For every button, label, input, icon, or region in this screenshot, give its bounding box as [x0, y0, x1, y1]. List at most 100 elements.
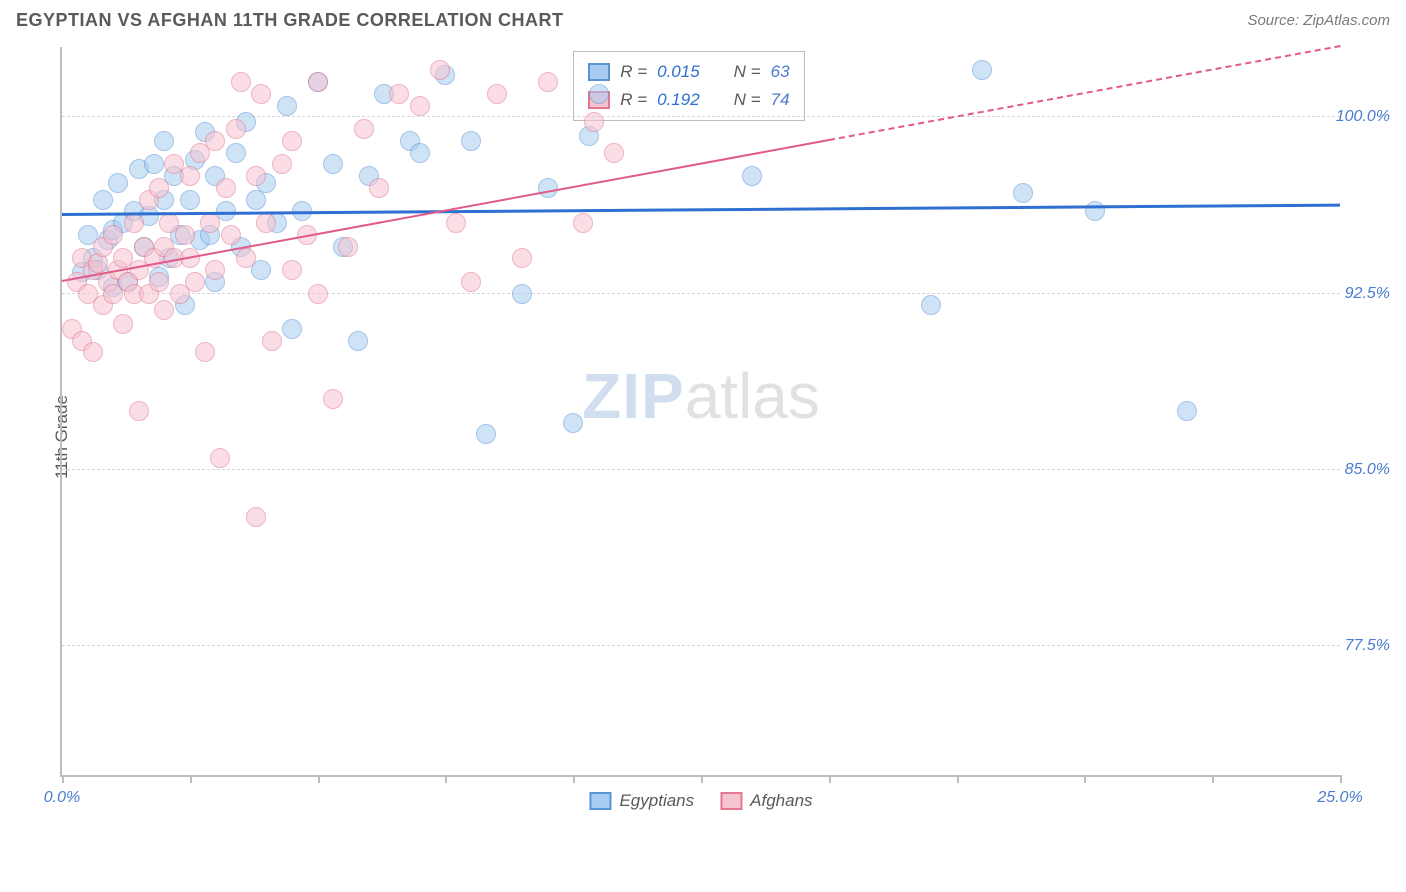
- data-point: [256, 213, 276, 233]
- y-tick-label: 92.5%: [1345, 285, 1390, 303]
- y-gridline: [62, 469, 1340, 470]
- data-point: [149, 178, 169, 198]
- data-point: [103, 225, 123, 245]
- x-tick: [829, 775, 831, 783]
- chart-header: EGYPTIAN VS AFGHAN 11TH GRADE CORRELATIO…: [0, 0, 1406, 37]
- x-tick: [1084, 775, 1086, 783]
- data-point: [308, 284, 328, 304]
- legend-n-label: N =: [734, 58, 761, 86]
- data-point: [742, 166, 762, 186]
- legend-swatch: [588, 63, 610, 81]
- legend-swatch: [589, 792, 611, 810]
- data-point: [231, 72, 251, 92]
- data-point: [246, 166, 266, 186]
- data-point: [354, 119, 374, 139]
- data-point: [461, 272, 481, 292]
- data-point: [589, 84, 609, 104]
- data-point: [205, 260, 225, 280]
- legend-r-label: R =: [620, 58, 647, 86]
- x-tick: [62, 775, 64, 783]
- series-legend-label: Afghans: [750, 791, 812, 811]
- data-point: [226, 143, 246, 163]
- data-point: [277, 96, 297, 116]
- legend-swatch: [720, 792, 742, 810]
- data-point: [410, 143, 430, 163]
- data-point: [972, 60, 992, 80]
- data-point: [921, 295, 941, 315]
- x-tick: [701, 775, 703, 783]
- data-point: [83, 342, 103, 362]
- data-point: [512, 248, 532, 268]
- data-point: [563, 413, 583, 433]
- data-point: [538, 178, 558, 198]
- data-point: [323, 389, 343, 409]
- data-point: [410, 96, 430, 116]
- data-point: [282, 131, 302, 151]
- x-tick: [445, 775, 447, 783]
- x-tick: [318, 775, 320, 783]
- data-point: [226, 119, 246, 139]
- data-point: [93, 190, 113, 210]
- data-point: [573, 213, 593, 233]
- data-point: [124, 213, 144, 233]
- series-legend-label: Egyptians: [619, 791, 694, 811]
- legend-n-value: 63: [771, 58, 790, 86]
- data-point: [1013, 183, 1033, 203]
- correlation-legend: R = 0.015 N = 63R = 0.192 N = 74: [573, 51, 804, 121]
- plot-area: ZIPatlas R =0.015N =63R =0.192N =74 Egyp…: [60, 47, 1340, 777]
- series-legend-item: Afghans: [720, 791, 812, 811]
- data-point: [216, 178, 236, 198]
- watermark-zip: ZIP: [582, 360, 685, 432]
- data-point: [348, 331, 368, 351]
- series-legend-item: Egyptians: [589, 791, 694, 811]
- x-tick: [573, 775, 575, 783]
- data-point: [262, 331, 282, 351]
- legend-row: R = 0.015 N = 63: [588, 58, 789, 86]
- data-point: [604, 143, 624, 163]
- data-point: [200, 213, 220, 233]
- data-point: [512, 284, 532, 304]
- data-point: [236, 248, 256, 268]
- chart-container: 11th Grade ZIPatlas R =0.015N =63R =0.19…: [60, 37, 1390, 837]
- legend-n-value: 74: [771, 86, 790, 114]
- y-tick-label: 85.0%: [1345, 461, 1390, 479]
- data-point: [210, 448, 230, 468]
- data-point: [446, 213, 466, 233]
- data-point: [149, 272, 169, 292]
- data-point: [430, 60, 450, 80]
- data-point: [308, 72, 328, 92]
- trend-line: [829, 45, 1341, 141]
- y-tick-label: 100.0%: [1336, 108, 1390, 126]
- data-point: [180, 166, 200, 186]
- data-point: [185, 272, 205, 292]
- data-point: [584, 112, 604, 132]
- x-tick-label: 25.0%: [1317, 789, 1362, 807]
- source-attribution: Source: ZipAtlas.com: [1247, 12, 1390, 29]
- data-point: [195, 342, 215, 362]
- data-point: [369, 178, 389, 198]
- y-gridline: [62, 645, 1340, 646]
- data-point: [461, 131, 481, 151]
- legend-r-value: 0.192: [657, 86, 700, 114]
- data-point: [113, 314, 133, 334]
- data-point: [144, 154, 164, 174]
- legend-n-label: N =: [734, 86, 761, 114]
- legend-row: R =0.192N =74: [588, 86, 789, 114]
- y-tick-label: 77.5%: [1345, 637, 1390, 655]
- data-point: [282, 319, 302, 339]
- data-point: [538, 72, 558, 92]
- x-tick: [1340, 775, 1342, 783]
- data-point: [246, 507, 266, 527]
- data-point: [175, 225, 195, 245]
- data-point: [205, 131, 225, 151]
- x-tick: [957, 775, 959, 783]
- legend-r-value: 0.015: [657, 58, 700, 86]
- data-point: [108, 173, 128, 193]
- data-point: [487, 84, 507, 104]
- watermark: ZIPatlas: [582, 359, 820, 433]
- data-point: [323, 154, 343, 174]
- data-point: [476, 424, 496, 444]
- data-point: [272, 154, 292, 174]
- data-point: [154, 300, 174, 320]
- data-point: [338, 237, 358, 257]
